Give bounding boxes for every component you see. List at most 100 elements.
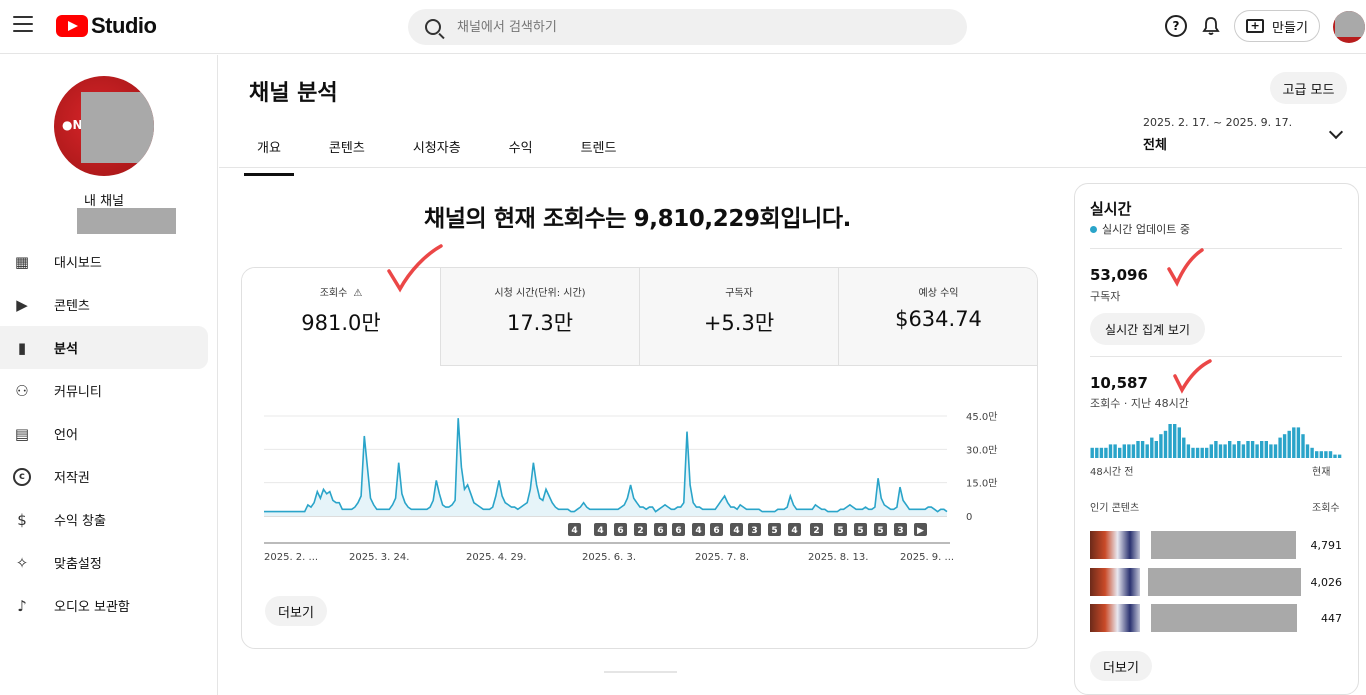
realtime-bar[interactable] [1163, 430, 1168, 458]
realtime-bar[interactable] [1104, 447, 1108, 458]
realtime-bar[interactable] [1246, 441, 1250, 458]
video-publish-badge[interactable]: 4 [788, 523, 801, 536]
video-publish-badge[interactable]: 3 [894, 523, 907, 536]
realtime-bar[interactable] [1099, 447, 1104, 458]
realtime-bar[interactable] [1218, 444, 1223, 458]
realtime-bar[interactable] [1090, 447, 1094, 458]
popular-content-item[interactable]: 447 [1090, 604, 1342, 632]
tab-0[interactable]: 개요 [244, 128, 294, 176]
video-publish-badge[interactable]: 4 [692, 523, 705, 536]
realtime-bar[interactable] [1232, 444, 1236, 458]
video-thumbnail[interactable] [1090, 568, 1140, 596]
realtime-bar[interactable] [1177, 427, 1181, 458]
popular-content-item[interactable]: 4,791 [1090, 531, 1342, 559]
realtime-bar[interactable] [1301, 434, 1305, 458]
realtime-bar[interactable] [1287, 430, 1291, 458]
search-bar[interactable] [408, 9, 967, 45]
sidebar-item-analytics[interactable]: ▮ 분석 [0, 326, 208, 369]
warning-icon[interactable]: ⚠ [353, 288, 363, 299]
tab-4[interactable]: 트렌드 [580, 141, 617, 156]
realtime-bar[interactable] [1209, 444, 1213, 458]
realtime-bar[interactable] [1237, 441, 1241, 458]
realtime-bar[interactable] [1250, 441, 1255, 458]
video-publish-badge[interactable]: 2 [810, 523, 823, 536]
sidebar-item-subtitles[interactable]: ▤ 언어 [0, 412, 208, 455]
advanced-mode-button[interactable]: 고급 모드 [1270, 72, 1347, 104]
bell-icon[interactable] [1200, 15, 1222, 37]
realtime-bar[interactable] [1173, 424, 1177, 458]
video-publish-badge[interactable]: ▶ [914, 523, 927, 536]
realtime-bar[interactable] [1205, 447, 1209, 458]
video-publish-badge[interactable]: 6 [654, 523, 667, 536]
menu-icon[interactable] [13, 16, 33, 32]
realtime-bar[interactable] [1223, 444, 1227, 458]
realtime-bar[interactable] [1278, 437, 1282, 458]
realtime-bar[interactable] [1315, 451, 1319, 458]
help-icon[interactable]: ? [1165, 15, 1187, 37]
realtime-bar[interactable] [1260, 441, 1264, 458]
realtime-bar[interactable] [1337, 454, 1342, 458]
metric-tab-0[interactable]: 조회수 ⚠ 981.0만 [242, 268, 441, 366]
realtime-bar[interactable] [1122, 444, 1126, 458]
video-publish-badge[interactable]: 4 [730, 523, 743, 536]
sidebar-item-dollar[interactable]: $ 수익 창출 [0, 498, 208, 541]
video-publish-badge[interactable]: 5 [768, 523, 781, 536]
search-input[interactable] [457, 19, 937, 35]
chevron-down-icon[interactable] [1328, 124, 1344, 140]
video-publish-badge[interactable]: 3 [748, 523, 761, 536]
sidebar-item-magic-wand[interactable]: ✧ 맞춤설정 [0, 541, 208, 584]
sidebar-item-copyright[interactable]: c 저작권 [0, 455, 208, 498]
create-button[interactable]: + 만들기 [1234, 10, 1320, 42]
realtime-bar[interactable] [1324, 451, 1328, 458]
realtime-bar[interactable] [1328, 451, 1333, 458]
realtime-bar[interactable] [1269, 444, 1273, 458]
realtime-bar[interactable] [1264, 441, 1268, 458]
views-line[interactable] [264, 418, 948, 513]
tab-3[interactable]: 수익 [508, 141, 533, 156]
metric-tab-1[interactable]: 시청 시간(단위: 시간) 17.3만 [441, 268, 640, 366]
realtime-bar[interactable] [1333, 454, 1337, 458]
video-publish-badge[interactable]: 4 [568, 523, 581, 536]
sidebar-item-content[interactable]: ▶ 콘텐츠 [0, 283, 208, 326]
realtime-bar[interactable] [1228, 441, 1232, 458]
realtime-bar[interactable] [1095, 447, 1099, 458]
metric-tab-2[interactable]: 구독자 +5.3만 [640, 268, 839, 366]
search-icon[interactable] [425, 19, 441, 35]
realtime-bar[interactable] [1191, 447, 1195, 458]
metric-tab-3[interactable]: 예상 수익 $634.74 [839, 268, 1037, 366]
date-range[interactable]: 2025. 2. 17. ~ 2025. 9. 17. [1143, 116, 1293, 129]
studio-logo[interactable]: Studio [56, 13, 157, 39]
realtime-bar[interactable] [1154, 441, 1158, 458]
realtime-bar[interactable] [1118, 447, 1122, 458]
realtime-bar[interactable] [1182, 437, 1186, 458]
account-avatar[interactable] [1333, 11, 1365, 43]
realtime-bar[interactable] [1282, 434, 1287, 458]
sidebar-item-dashboard[interactable]: ▦ 대시보드 [0, 240, 208, 283]
realtime-count-button[interactable]: 실시간 집계 보기 [1090, 313, 1205, 345]
realtime-bar[interactable] [1145, 444, 1149, 458]
video-publish-badge[interactable]: 5 [854, 523, 867, 536]
channel-avatar[interactable]: ●N [54, 76, 154, 176]
sidebar-item-community[interactable]: ⚇ 커뮤니티 [0, 369, 208, 412]
realtime-bar[interactable] [1127, 444, 1131, 458]
video-publish-badge[interactable]: 6 [710, 523, 723, 536]
realtime-bar[interactable] [1140, 441, 1145, 458]
tab-2[interactable]: 시청자층 [412, 141, 461, 156]
realtime-bar[interactable] [1159, 434, 1163, 458]
realtime-bar[interactable] [1214, 441, 1218, 458]
realtime-bar[interactable] [1200, 447, 1204, 458]
realtime-more-button[interactable]: 더보기 [1090, 651, 1152, 681]
realtime-bar[interactable] [1150, 437, 1154, 458]
realtime-bar[interactable] [1296, 427, 1301, 458]
realtime-bar[interactable] [1131, 444, 1136, 458]
tab-1[interactable]: 콘텐츠 [328, 141, 365, 156]
realtime-bar[interactable] [1195, 447, 1200, 458]
popular-content-item[interactable]: 4,026 [1090, 568, 1342, 596]
realtime-bar[interactable] [1305, 444, 1310, 458]
realtime-bar[interactable] [1108, 444, 1113, 458]
realtime-bar[interactable] [1186, 444, 1191, 458]
sidebar-item-audio-library[interactable]: ♪ 오디오 보관함 [0, 584, 208, 627]
realtime-bar[interactable] [1255, 444, 1259, 458]
video-thumbnail[interactable] [1090, 604, 1140, 632]
video-publish-badge[interactable]: 2 [634, 523, 647, 536]
